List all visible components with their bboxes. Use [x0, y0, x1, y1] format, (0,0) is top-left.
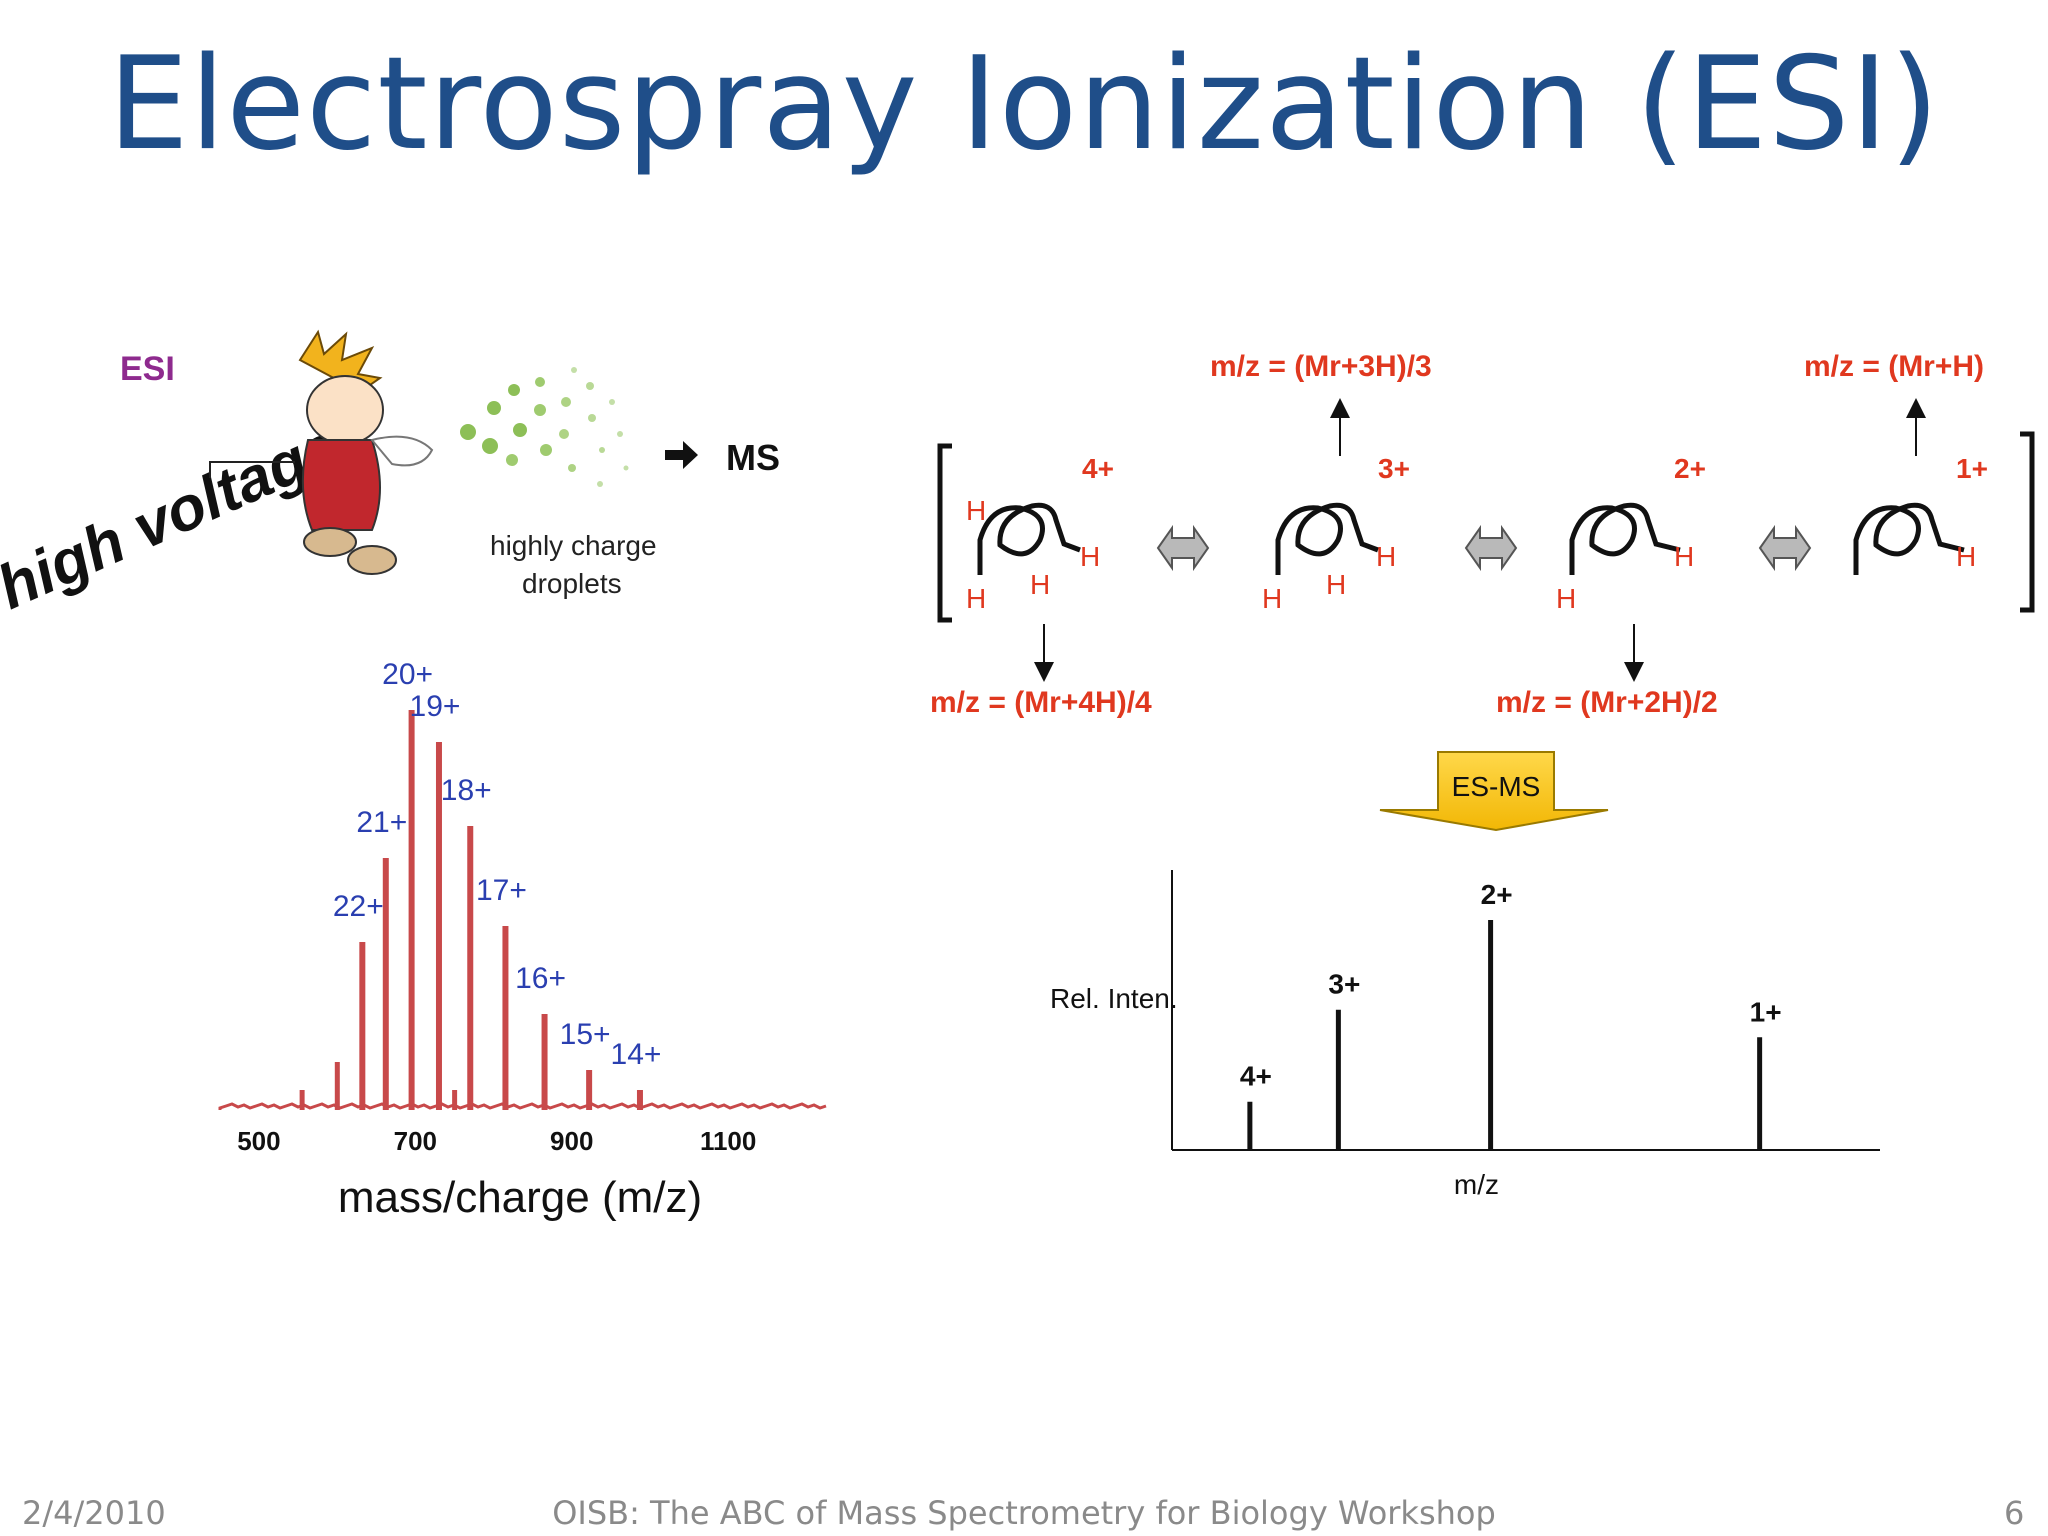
- svg-text:H: H: [966, 583, 986, 614]
- droplets-icon: [460, 367, 629, 487]
- spectrum-baseline: [218, 1102, 827, 1110]
- y-axis-label: Rel. Inten.: [1050, 983, 1178, 1014]
- right-bracket: [2020, 431, 2035, 613]
- molecule-2plus: H H 2+: [1556, 453, 1706, 614]
- footer-page-number: 6: [2004, 1494, 2025, 1532]
- svg-text:H: H: [966, 495, 986, 526]
- stick-label: 2+: [1481, 879, 1513, 910]
- x-tick-label: 1100: [700, 1126, 756, 1156]
- es-ms-stick-chart: Rel. Inten. m/z 4+ 3+ 2+ 1+: [1050, 870, 1880, 1200]
- slide-title: Electrospray Ionization (ESI): [107, 30, 1941, 179]
- charge-label-3plus: 3+: [1378, 453, 1410, 484]
- peak-charge-label: 15+: [560, 1018, 611, 1051]
- es-ms-arrow-icon: [1379, 751, 1609, 832]
- molecule-4plus: H H H H 4+: [966, 453, 1114, 614]
- x-axis-label: mass/charge (m/z): [338, 1173, 702, 1222]
- esi-spectrum-chart: 22+ 21+ 20+19+ 18+ 17+ 16+ 15+14+ 500 700 900 1100…: [218, 658, 827, 1222]
- peak-charge-label: 18+: [441, 774, 492, 807]
- stick-label: 4+: [1240, 1061, 1272, 1092]
- es-ms-label: ES-MS: [1452, 771, 1541, 802]
- charge-label-1plus: 1+: [1956, 453, 1988, 484]
- x-tick-label: 500: [237, 1126, 280, 1156]
- arrow-to-ms-icon: [665, 441, 698, 469]
- stick-label: 1+: [1750, 996, 1782, 1027]
- molecule-1plus: H 1+: [1853, 453, 1988, 575]
- svg-text:H: H: [1556, 583, 1576, 614]
- cartoon-boy-icon: [298, 329, 434, 575]
- svg-text:H: H: [1080, 541, 1100, 572]
- svg-text:H: H: [1376, 541, 1396, 572]
- esi-label: ESI: [120, 350, 175, 388]
- peak-charge-label: 19+: [410, 690, 461, 723]
- svg-text:H: H: [1956, 541, 1976, 572]
- formula-2plus: m/z = (Mr+2H)/2: [1496, 686, 1718, 719]
- stick-label: 3+: [1328, 969, 1360, 1000]
- x-axis-label: m/z: [1454, 1169, 1499, 1200]
- molecule-3plus: H H H 3+: [1262, 453, 1410, 614]
- high-voltage-label: high voltage: [0, 411, 349, 623]
- peak-charge-label: 17+: [476, 874, 527, 907]
- x-tick-label: 700: [394, 1126, 437, 1156]
- svg-text:H: H: [1030, 569, 1050, 600]
- peak-charge-label: 20+: [382, 658, 433, 691]
- charge-state-scheme: m/z = (Mr+3H)/3 m/z = (Mr+H) m/z = (Mr+4…: [930, 350, 2035, 832]
- charge-label-2plus: 2+: [1674, 453, 1706, 484]
- left-bracket: [937, 443, 952, 623]
- svg-text:H: H: [1326, 569, 1346, 600]
- charge-label-4plus: 4+: [1082, 453, 1114, 484]
- svg-text:H: H: [1674, 541, 1694, 572]
- voltage-connector: [209, 461, 295, 478]
- formula-1plus: m/z = (Mr+H): [1804, 350, 1984, 383]
- peak-charge-label: 22+: [333, 890, 384, 923]
- ms-label: MS: [726, 437, 780, 478]
- esi-illustration: ESI high voltage highly charge droplets …: [0, 329, 780, 623]
- peak-charge-label: 21+: [356, 806, 407, 839]
- footer-title: OISB: The ABC of Mass Spectrometry for B…: [552, 1494, 1496, 1532]
- equilibrium-arrow-icon: [1464, 524, 1518, 572]
- footer-date: 2/4/2010: [22, 1494, 166, 1532]
- formula-3plus: m/z = (Mr+3H)/3: [1210, 350, 1432, 383]
- equilibrium-arrow-icon: [1156, 524, 1210, 572]
- equilibrium-arrow-icon: [1758, 524, 1812, 572]
- droplets-label-line2: droplets: [522, 568, 622, 599]
- droplets-label-line1: highly charge: [490, 530, 657, 561]
- peak-charge-label: 16+: [515, 962, 566, 995]
- x-tick-label: 900: [550, 1126, 593, 1156]
- peak-charge-label: 14+: [611, 1038, 662, 1071]
- svg-text:H: H: [1262, 583, 1282, 614]
- formula-4plus: m/z = (Mr+4H)/4: [930, 686, 1152, 719]
